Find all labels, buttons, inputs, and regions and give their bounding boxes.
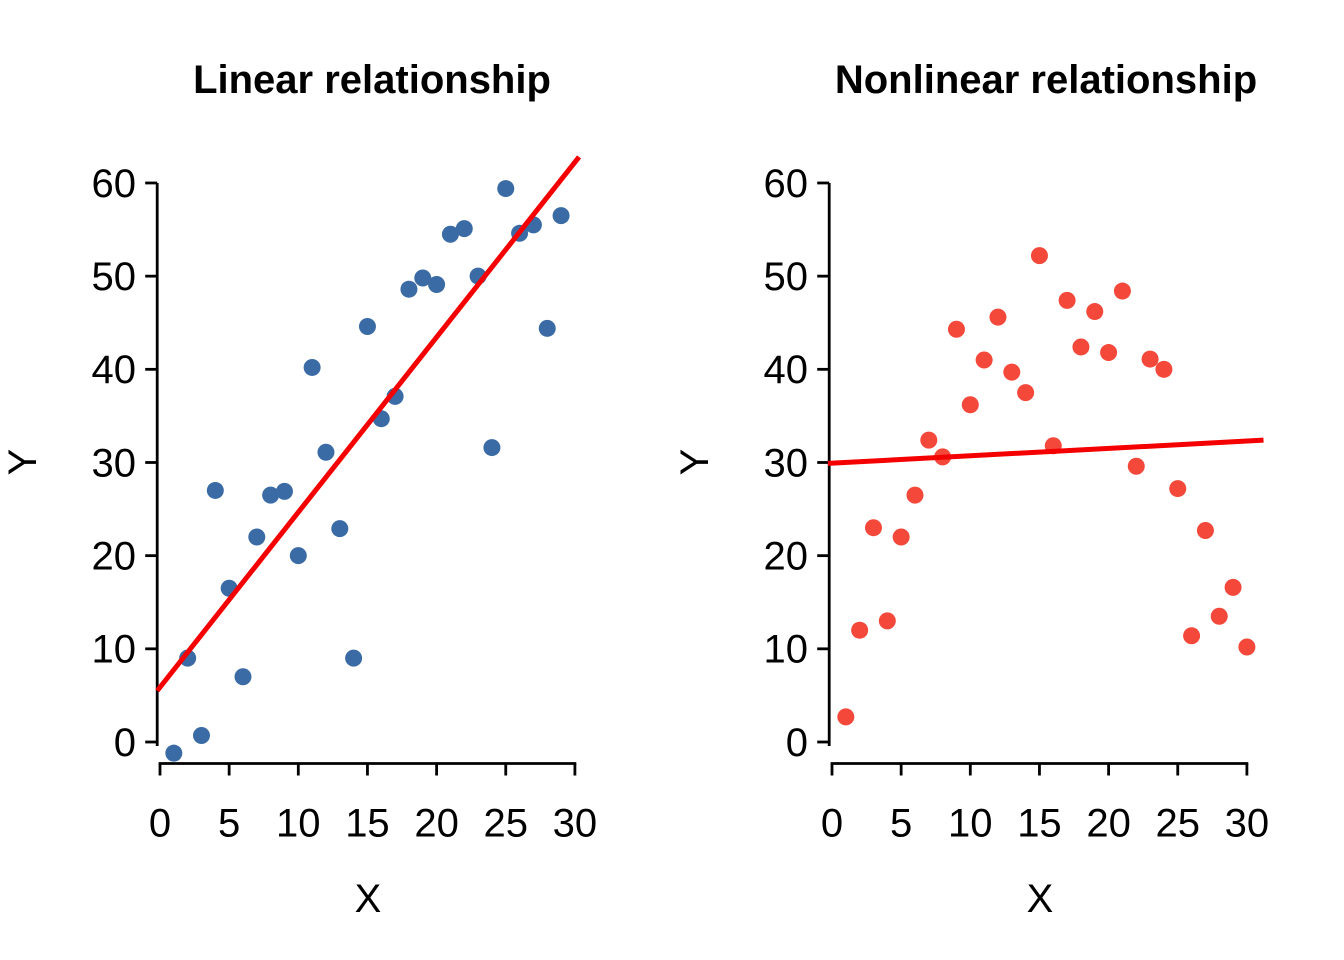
- data-point: [317, 443, 335, 461]
- data-point: [538, 319, 556, 337]
- data-point: [358, 317, 376, 335]
- data-point: [1238, 638, 1256, 656]
- y-tick-label: 50: [764, 255, 809, 299]
- data-point: [303, 358, 321, 376]
- x-tick-label: 15: [345, 802, 390, 846]
- data-point: [206, 481, 224, 499]
- x-tick-label: 15: [1017, 802, 1062, 846]
- data-point: [1086, 303, 1104, 321]
- data-point: [497, 180, 515, 198]
- data-point: [414, 269, 432, 287]
- data-point: [961, 396, 979, 414]
- data-point: [1169, 480, 1187, 498]
- data-point: [892, 528, 910, 546]
- x-tick-label: 25: [484, 802, 529, 846]
- x-tick-label: 25: [1156, 802, 1201, 846]
- data-point: [1058, 291, 1076, 309]
- x-tick-label: 5: [218, 802, 240, 846]
- data-point: [165, 744, 183, 762]
- data-point: [331, 520, 349, 538]
- panel-nonlinear: Nonlinear relationship X Y 0102030405060…: [673, 58, 1269, 921]
- x-tick-label: 20: [1086, 802, 1131, 846]
- data-point: [1183, 627, 1201, 645]
- data-point: [1210, 607, 1228, 625]
- data-point: [289, 547, 307, 565]
- y-tick-label: 0: [786, 721, 808, 765]
- x-tick-label: 0: [149, 802, 171, 846]
- x-tick-label: 20: [414, 802, 459, 846]
- x-tick-label: 10: [948, 802, 993, 846]
- data-point: [1100, 344, 1118, 362]
- x-tick-label: 30: [1225, 802, 1270, 846]
- y-tick-label: 20: [92, 534, 137, 578]
- regression-line: [155, 155, 582, 693]
- data-point: [1030, 247, 1048, 265]
- y-axis-label-linear: Y: [1, 449, 45, 476]
- x-axis-label-nonlinear: X: [1027, 877, 1054, 921]
- x-tick-label: 30: [553, 802, 598, 846]
- data-point: [1113, 282, 1131, 300]
- x-axis-label-linear: X: [355, 877, 382, 921]
- y-axis-label-nonlinear: Y: [673, 449, 717, 476]
- data-point: [1196, 522, 1214, 540]
- data-point: [234, 668, 252, 686]
- data-point: [837, 708, 855, 726]
- data-point: [275, 482, 293, 500]
- y-tick-label: 60: [92, 162, 137, 206]
- data-point: [989, 308, 1007, 326]
- data-point: [262, 486, 280, 504]
- y-tick-label: 10: [92, 628, 137, 672]
- data-point: [975, 351, 993, 369]
- regression-line: [827, 437, 1264, 466]
- data-point: [345, 649, 363, 667]
- data-point: [441, 225, 459, 243]
- y-tick-label: 60: [764, 162, 809, 206]
- y-tick-label: 30: [92, 441, 137, 485]
- panel-title-nonlinear: Nonlinear relationship: [835, 58, 1257, 102]
- data-point: [428, 276, 446, 294]
- y-tick-label: 40: [764, 348, 809, 392]
- data-point: [906, 486, 924, 504]
- data-point: [878, 612, 896, 630]
- data-point: [1017, 384, 1035, 402]
- y-tick-label: 40: [92, 348, 137, 392]
- data-point: [1141, 350, 1159, 368]
- data-point: [851, 621, 869, 639]
- y-tick-label: 20: [764, 534, 809, 578]
- data-point: [192, 726, 210, 744]
- data-point: [1127, 457, 1145, 475]
- data-point: [1072, 338, 1090, 356]
- data-point: [947, 320, 965, 338]
- y-tick-label: 10: [764, 628, 809, 672]
- panel-title-linear: Linear relationship: [193, 58, 551, 102]
- data-point: [483, 439, 501, 457]
- plot-area-linear: 0 10 20 30 40 50 60 0 5 10 15 20 25 30: [92, 155, 598, 846]
- data-point: [248, 528, 266, 546]
- x-tick-label: 5: [890, 802, 912, 846]
- data-point: [1224, 578, 1242, 596]
- data-point: [552, 207, 570, 225]
- data-point: [400, 280, 418, 298]
- plot-area-nonlinear: 0 10 20 30 40 50 60 0 5 10 15 20 25 30: [764, 162, 1270, 846]
- data-point: [864, 519, 882, 537]
- x-tick-label: 0: [821, 802, 843, 846]
- data-point: [1003, 363, 1021, 381]
- y-tick-label: 30: [764, 441, 809, 485]
- y-tick-label: 50: [92, 255, 137, 299]
- y-tick-label: 0: [114, 721, 136, 765]
- data-point: [920, 431, 938, 449]
- data-point: [1155, 360, 1173, 378]
- x-tick-label: 10: [276, 802, 321, 846]
- data-point: [455, 220, 473, 238]
